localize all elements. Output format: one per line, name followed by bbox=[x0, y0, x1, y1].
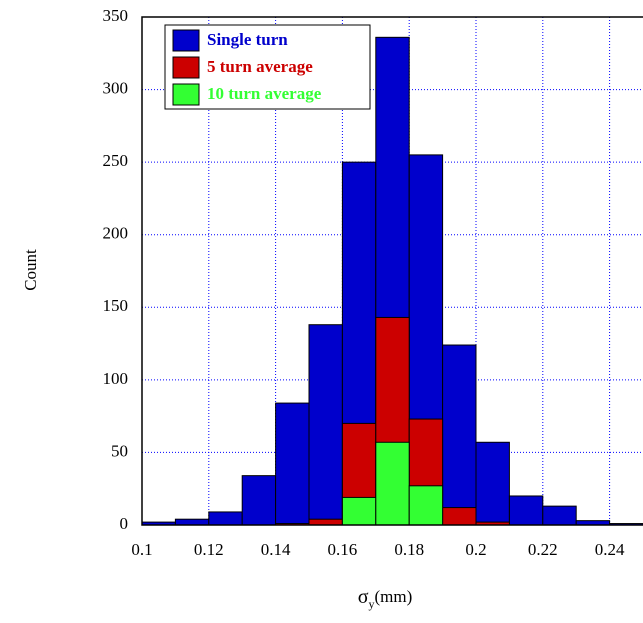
legend-label: 10 turn average bbox=[207, 84, 322, 103]
y-tick-label: 0 bbox=[120, 514, 129, 533]
y-tick-label: 50 bbox=[111, 441, 128, 460]
y-tick-label: 100 bbox=[103, 369, 129, 388]
bar bbox=[442, 507, 477, 526]
bar bbox=[308, 324, 343, 526]
y-tick-label: 250 bbox=[103, 151, 129, 170]
bar bbox=[475, 441, 510, 526]
bar bbox=[442, 344, 477, 526]
bar bbox=[542, 505, 577, 526]
legend-label: 5 turn average bbox=[207, 57, 313, 76]
x-axis-label: σy(mm) bbox=[358, 586, 413, 611]
legend-label: Single turn bbox=[207, 30, 288, 49]
bar bbox=[308, 518, 343, 526]
legend-swatch bbox=[172, 83, 200, 106]
y-tick-label: 150 bbox=[103, 296, 129, 315]
x-tick-label: 0.22 bbox=[528, 540, 558, 559]
y-tick-label: 300 bbox=[103, 78, 129, 97]
legend-swatch bbox=[172, 29, 200, 52]
plot-frame bbox=[141, 16, 643, 526]
x-tick-label: 0.16 bbox=[328, 540, 358, 559]
bar bbox=[275, 402, 310, 526]
x-tick-label: 0.14 bbox=[261, 540, 291, 559]
bar bbox=[375, 441, 410, 526]
y-tick-label: 200 bbox=[103, 224, 129, 243]
x-tick-label: 0.24 bbox=[595, 540, 625, 559]
y-tick-label: 350 bbox=[103, 6, 129, 25]
bar bbox=[341, 496, 377, 526]
x-tick-label: 0.2 bbox=[465, 540, 486, 559]
x-tick-label: 0.18 bbox=[394, 540, 424, 559]
bar bbox=[174, 518, 210, 526]
bar bbox=[208, 511, 243, 526]
x-tick-label: 0.1 bbox=[131, 540, 152, 559]
y-axis-label: Count bbox=[21, 249, 40, 291]
bar bbox=[241, 475, 277, 526]
bar bbox=[508, 495, 544, 526]
legend-swatch bbox=[172, 56, 200, 79]
bar bbox=[408, 485, 444, 526]
x-tick-label: 0.12 bbox=[194, 540, 224, 559]
